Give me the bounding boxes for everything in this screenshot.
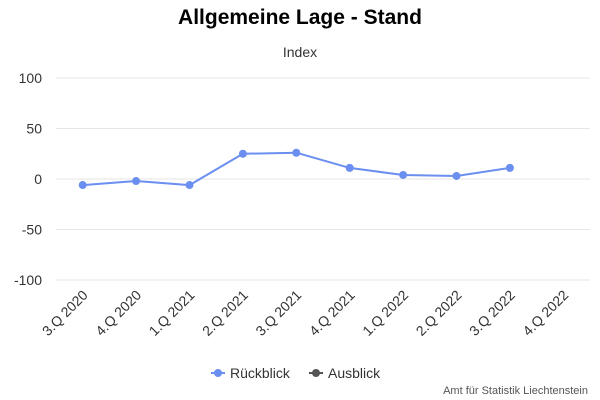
y-tick-label: -100 — [14, 272, 42, 288]
data-point[interactable] — [345, 163, 354, 172]
data-point[interactable] — [292, 148, 301, 157]
legend-item[interactable]: Ausblick — [309, 365, 381, 381]
x-category-label: 3.Q 2022 — [466, 287, 518, 339]
y-tick-label: 50 — [26, 121, 42, 137]
x-category-label: 1.Q 2022 — [359, 287, 411, 339]
series-line[interactable] — [81, 151, 511, 187]
data-point[interactable] — [399, 170, 408, 179]
chart-title: Allgemeine Lage - Stand — [178, 6, 422, 29]
x-category-label: 4.Q 2021 — [306, 287, 358, 339]
data-point[interactable] — [238, 149, 247, 158]
legend-label: Rückblick — [230, 365, 291, 381]
series-layer — [78, 148, 514, 190]
data-point[interactable] — [78, 181, 87, 190]
legend-item[interactable]: Rückblick — [211, 365, 291, 381]
x-category-label: 1.Q 2021 — [146, 287, 198, 339]
data-point[interactable] — [132, 177, 141, 186]
legend: Rückblick Ausblick — [211, 365, 381, 381]
x-category-label: 3.Q 2020 — [39, 287, 91, 339]
y-tick-label: -50 — [22, 222, 42, 238]
legend-marker — [214, 369, 222, 377]
x-category-label: 4.Q 2022 — [519, 287, 571, 339]
legend-label: Ausblick — [328, 365, 381, 381]
y-tick-label: 0 — [34, 171, 42, 187]
credits-text[interactable]: Amt für Statistik Liechtenstein — [443, 385, 588, 397]
data-point[interactable] — [505, 163, 514, 172]
x-category-label: 3.Q 2021 — [252, 287, 304, 339]
x-category-label: 4.Q 2020 — [92, 287, 144, 339]
x-axis-category-labels: 3.Q 2020 4.Q 2020 1.Q 2021 2.Q 2021 3.Q 2021… — [39, 287, 572, 339]
data-point[interactable] — [452, 171, 461, 180]
chart-subtitle: Index — [282, 44, 318, 60]
legend-marker — [312, 369, 320, 377]
data-point[interactable] — [185, 181, 194, 190]
y-tick-label: 100 — [19, 70, 43, 86]
grid-lines — [56, 77, 590, 281]
x-category-label: 2.Q 2022 — [413, 287, 465, 339]
y-axis-tick-labels: 100 50 0 -50 -100 — [14, 70, 42, 288]
x-category-label: 2.Q 2021 — [199, 287, 251, 339]
